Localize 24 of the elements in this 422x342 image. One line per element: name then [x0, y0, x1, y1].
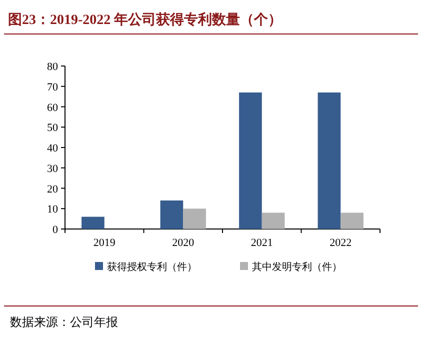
source-note: 数据来源：公司年报 — [10, 315, 118, 329]
bar — [318, 92, 341, 229]
y-tick-label: 30 — [47, 162, 58, 175]
y-tick-label: 20 — [47, 183, 58, 196]
bar — [239, 92, 262, 229]
y-tick-label: 70 — [47, 81, 58, 94]
x-tick-label: 2021 — [250, 237, 273, 249]
bar — [262, 212, 285, 229]
bar — [340, 212, 364, 229]
y-tick-label: 60 — [47, 102, 58, 114]
x-tick-label: 2020 — [172, 237, 195, 249]
y-tick-label: 10 — [47, 204, 58, 216]
y-tick-label: 50 — [47, 122, 58, 134]
bar — [183, 208, 206, 229]
y-tick-label: 0 — [52, 224, 58, 236]
y-tick-label: 80 — [47, 61, 58, 73]
x-tick-label: 2022 — [330, 237, 352, 249]
x-tick-label: 2019 — [93, 237, 116, 249]
y-tick-label: 40 — [47, 142, 58, 154]
bar — [160, 200, 184, 229]
legend-label: 其中发明专利（件） — [252, 261, 342, 273]
chart-title: 图23：2019-2022 年公司获得专利数量（个） — [8, 11, 282, 28]
legend-label: 获得授权专利（件） — [107, 261, 197, 273]
bar — [82, 216, 104, 229]
